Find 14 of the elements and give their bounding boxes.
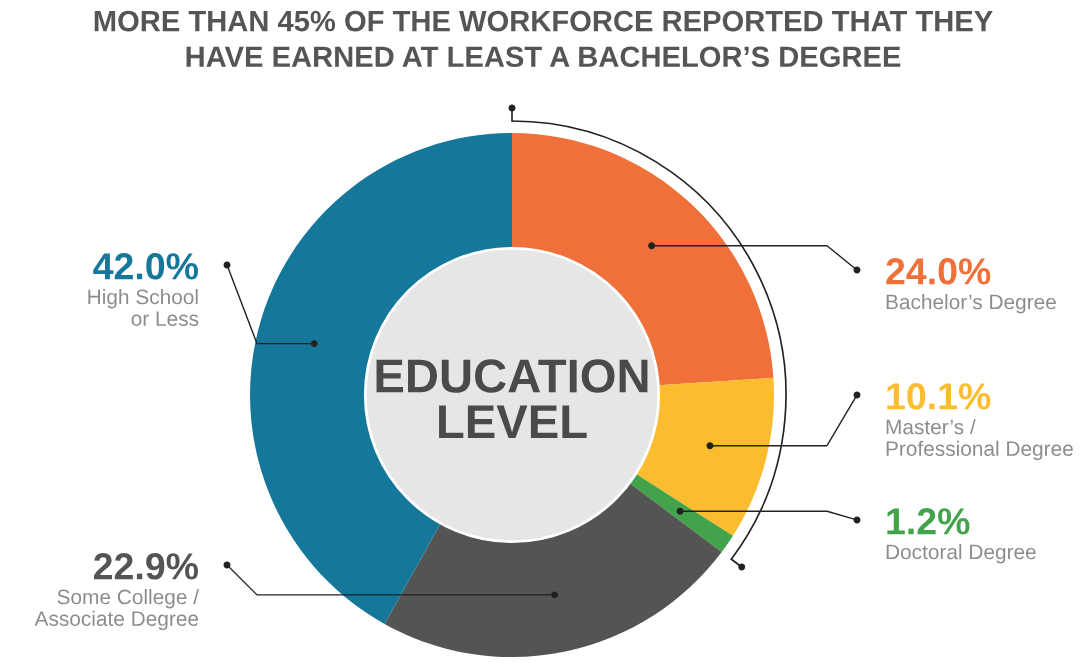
- chart-title: MORE THAN 45% OF THE WORKFORCE REPORTED THAT THEY HAVE EARNED AT LEAST A BACHELOR’S DEGREE: [94, 10, 993, 68]
- slice-label: High School or Less: [88, 289, 199, 326]
- data-label: 10.1%: [887, 383, 991, 410]
- data-label: 24.0%: [886, 258, 991, 285]
- slice-label: Bachelor’s Degree: [886, 294, 1056, 314]
- text: EDUCATION LEVEL: [376, 359, 648, 439]
- donut-slice: [384, 482, 722, 657]
- slice-label: Doctoral Degree: [886, 544, 1036, 564]
- slice-label: Master’s / Professional Degree: [886, 419, 1073, 461]
- slice-label: Some College / Associate Degree: [34, 589, 200, 631]
- data-label: 42.0%: [93, 253, 199, 280]
- data-label: 22.9%: [93, 553, 199, 580]
- data-label: 1.2%: [887, 508, 970, 535]
- donut-slice: [629, 473, 733, 553]
